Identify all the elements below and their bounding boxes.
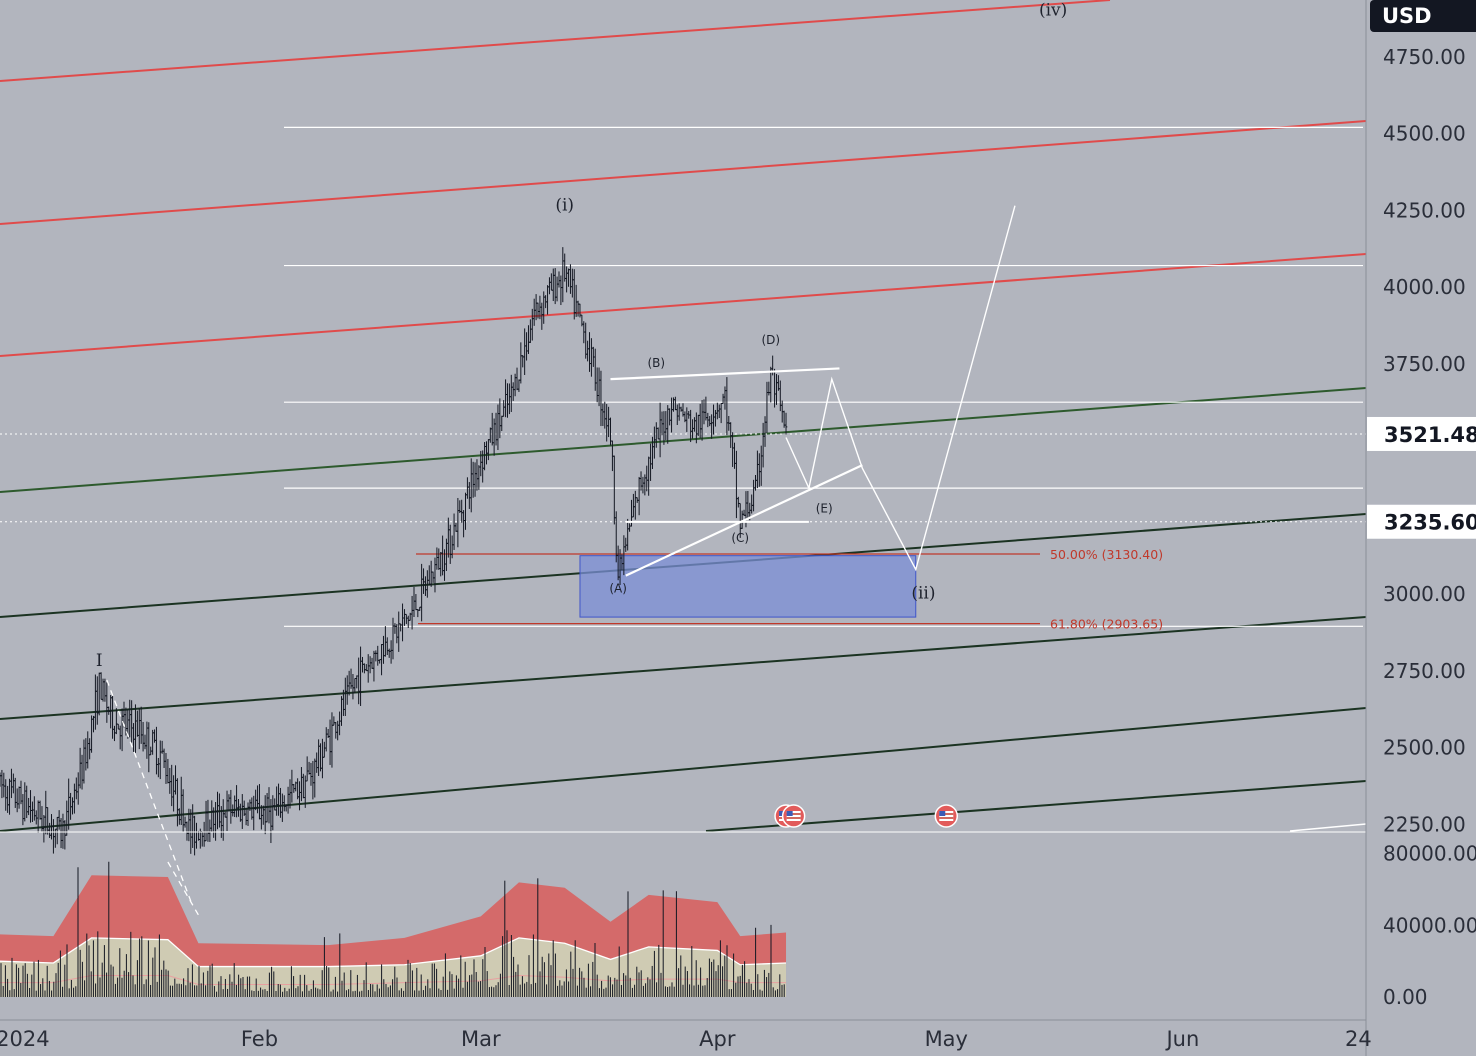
volume-tick-label: 0.00 xyxy=(1383,985,1428,1009)
volume-lower-line xyxy=(0,975,787,985)
projection-polyline xyxy=(785,205,1016,572)
price-tick-label: 3750.00 xyxy=(1383,352,1466,376)
time-scale[interactable]: 2024 Feb Mar Apr May Jun 24 xyxy=(0,1027,1372,1051)
wave-label-2: (i) xyxy=(555,195,574,215)
volume-tick-label: 80000.00 xyxy=(1383,842,1476,866)
triangle-upper-line xyxy=(610,367,840,381)
price-badges: 3521.48 3235.60 xyxy=(1367,416,1476,539)
price-badge-text: 3521.48 xyxy=(1384,423,1476,447)
time-tick-label: Apr xyxy=(699,1027,736,1051)
triangle-lines xyxy=(610,367,863,577)
time-tick-label: 24 xyxy=(1345,1027,1372,1051)
currency-label: USD xyxy=(1382,4,1432,28)
wave-label-7: (A) xyxy=(609,582,627,596)
economic-events[interactable] xyxy=(774,804,959,828)
dark-channel-line-2 xyxy=(0,616,1367,720)
price-tick-label: 4500.00 xyxy=(1383,122,1466,146)
flag-canton xyxy=(779,811,786,816)
wave-label-5: (E) xyxy=(816,502,833,516)
price-badge-box xyxy=(1367,416,1476,451)
white-channel-line xyxy=(1289,823,1367,832)
fibonacci-levels: 50.00% (3130.40) 61.80% (2903.65) xyxy=(416,547,1163,632)
price-tick-label: 2750.00 xyxy=(1383,659,1466,683)
dark-channel-line-4 xyxy=(705,780,1367,832)
wave-labels: (iv) (i) (B) (D) (E) (C) (A) (ii) I xyxy=(96,0,1067,671)
flag-icon xyxy=(786,811,801,821)
candle-412 xyxy=(784,412,788,435)
wave-label-9: I xyxy=(96,651,103,671)
red-channel-line-2 xyxy=(0,120,1367,225)
price-tick-label: 3000.00 xyxy=(1383,582,1466,606)
price-tick-label: 4000.00 xyxy=(1383,275,1466,299)
wave-label-1: (iv) xyxy=(1039,0,1067,20)
volume-mean-line xyxy=(0,937,787,968)
fib-label-2: 61.80% (2903.65) xyxy=(1050,617,1163,632)
candlesticks xyxy=(0,247,788,916)
horizontal-levels xyxy=(0,126,1366,627)
wave-label-4: (D) xyxy=(761,333,780,347)
target-zone xyxy=(579,555,917,618)
flag-canton xyxy=(939,811,946,816)
wave-label-3: (B) xyxy=(647,356,665,370)
projection-path xyxy=(785,205,1016,572)
green-channel-line xyxy=(0,387,1367,493)
time-tick-label: Mar xyxy=(461,1027,501,1051)
fib-label-1: 50.00% (3130.40) xyxy=(1050,547,1163,562)
price-badge-text: 3235.60 xyxy=(1384,511,1476,535)
flag-canton xyxy=(786,811,793,816)
triangle-lower-line xyxy=(625,464,863,577)
volume-scale[interactable]: 80000.00 40000.00 0.00 xyxy=(1383,842,1476,1009)
red-channel-line-1 xyxy=(0,0,1111,82)
target-zone-box xyxy=(579,555,917,618)
dark-channel-line-3 xyxy=(0,707,1367,832)
event-marker-2[interactable] xyxy=(781,804,806,828)
time-tick-label: 2024 xyxy=(0,1027,50,1051)
price-tick-label: 4750.00 xyxy=(1383,45,1466,69)
time-tick-label: May xyxy=(925,1027,968,1051)
price-badge-box xyxy=(1367,504,1476,539)
time-tick-label: Feb xyxy=(241,1027,278,1051)
wave-label-6: (C) xyxy=(731,531,749,545)
volume-tick-label: 40000.00 xyxy=(1383,913,1476,937)
volume-pane xyxy=(0,861,787,997)
currency-badge[interactable] xyxy=(1370,0,1476,32)
event-marker-3[interactable] xyxy=(934,804,959,828)
price-tick-label: 2250.00 xyxy=(1383,812,1466,836)
price-tick-label: 4250.00 xyxy=(1383,198,1466,222)
wave-label-8: (ii) xyxy=(911,584,935,604)
flag-icon xyxy=(939,811,954,821)
red-channel-line-3 xyxy=(0,253,1367,357)
time-tick-label: Jun xyxy=(1164,1027,1199,1051)
price-tick-label: 2500.00 xyxy=(1383,736,1466,760)
